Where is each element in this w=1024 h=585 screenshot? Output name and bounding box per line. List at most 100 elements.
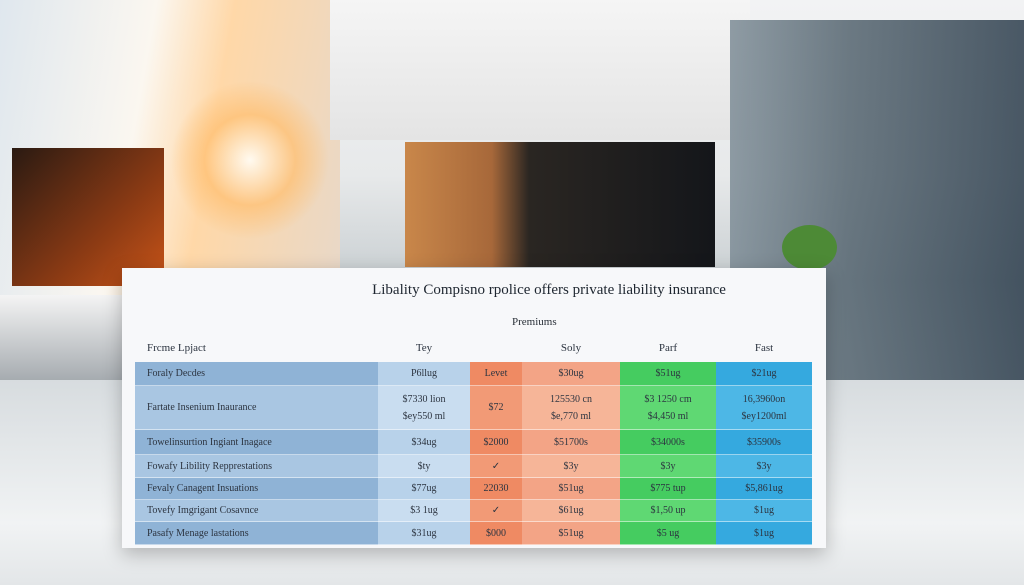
subheader: Premiums [512,316,557,328]
table-cell: $51ug [522,522,620,545]
cell-text: $34000s [651,436,685,448]
table-cell: $7330 lion $ey550 ml [378,386,470,430]
cell-text: 125530 cn [550,393,592,405]
table-cell: $34000s [620,430,716,455]
cell-text: $51ug [558,483,584,494]
cell-text: $1ug [754,505,774,516]
table-cell: $000 [470,522,522,545]
cell-text: $e,770 ml [551,410,591,422]
cell-text: Foraly Decdes [147,368,206,379]
cell-text: $51700s [554,436,588,448]
row-label: Fowafy Libility Repprestations [135,455,378,478]
cell-text: 16,3960on [742,393,786,405]
cell-text: $30ug [558,368,584,379]
cell-text: $5,861ug [745,483,783,494]
cell-text: $34ug [411,436,437,448]
cell-text: $3 1250 cm [644,393,692,405]
doorway [405,142,715,267]
cell-text: $ey1200ml [741,410,787,422]
table-cell: $3 1ug [378,500,470,522]
table-cell: $1ug [716,500,812,522]
table-cell: $51ug [522,478,620,500]
cell-text: $72 [488,402,504,413]
row-label: Tovefy Imgrigant Cosavnce [135,500,378,522]
cell-text: ✓ [491,505,501,516]
tv-screen [12,148,164,286]
table-cell: $34ug [378,430,470,455]
cell-text: Levet [484,368,508,379]
row-label: Foraly Decdes [135,362,378,386]
table-cell: $3y [716,455,812,478]
plant [782,225,837,270]
cell-text: $2000 [483,436,509,448]
table-cell: $ty [378,455,470,478]
table-cell: 22030 [470,478,522,500]
comparison-card: Libality Compisno rpolice offers private… [122,268,826,548]
table-cell: $1,50 up [620,500,716,522]
cell-text: Fowafy Libility Repprestations [147,460,272,472]
table-cell: 16,3960on $ey1200ml [716,386,812,430]
table-cell: ✓ [470,500,522,522]
cell-text: $51ug [655,368,681,379]
table-cell: $72 [470,386,522,430]
column-header: Fast [754,342,774,354]
cell-text: $1ug [754,527,774,539]
row-label: Fartate Insenium Inaurance [135,386,378,430]
table-cell: Levet [470,362,522,386]
table-cell: $2000 [470,430,522,455]
card-title: Libality Compisno rpolice offers private… [372,282,726,298]
column-header: Frcme Lpjact [147,342,206,354]
cell-text: $775 tup [650,483,686,494]
cell-text: $000 [486,527,506,539]
table-cell: $61ug [522,500,620,522]
cell-text: ✓ [491,460,501,472]
table-cell: $31ug [378,522,470,545]
cell-text: $ey550 ml [402,410,446,422]
cell-text: $7330 lion [402,393,446,405]
cell-text: Fevaly Canagent Insuations [147,483,259,494]
sun-flare [170,80,330,240]
table-cell: $51700s [522,430,620,455]
table-cell: ✓ [470,455,522,478]
table-cell: $77ug [378,478,470,500]
row-label: Pasafy Menage lastations [135,522,378,545]
row-label: Fevaly Canagent Insuations [135,478,378,500]
cell-text: $3y [756,460,772,472]
cell-text: $61ug [558,505,584,516]
table-cell: $5,861ug [716,478,812,500]
cell-text: $21ug [751,368,777,379]
table-cell: P6llug [378,362,470,386]
cell-text: $3y [660,460,676,472]
cell-text: $51ug [558,527,584,539]
table-cell: $3 1250 cm $4,450 ml [620,386,716,430]
cell-text: $5 ug [656,527,680,539]
cell-text: $1,50 up [650,505,686,516]
column-header: Parf [658,342,678,354]
cell-text: $4,450 ml [647,410,689,422]
table-cell: $3y [620,455,716,478]
cell-text: $3 1ug [410,505,438,516]
cell-text: Fartate Insenium Inaurance [147,402,257,413]
cell-text: $3y [563,460,579,472]
column-header: Tey [415,342,433,354]
ceiling [330,0,750,140]
table-cell: $35900s [716,430,812,455]
table-cell: $30ug [522,362,620,386]
cell-text: $ty [417,460,431,472]
cell-text: $35900s [747,436,781,448]
table-cell: $3y [522,455,620,478]
table-cell: $51ug [620,362,716,386]
sofa [0,295,135,390]
cell-text: P6llug [410,368,438,379]
table-cell: $21ug [716,362,812,386]
table-cell: $1ug [716,522,812,545]
column-header: Soly [560,342,582,354]
table-cell: $5 ug [620,522,716,545]
table-cell: $775 tup [620,478,716,500]
cell-text: $31ug [411,527,437,539]
row-label: Towelinsurtion Ingiant Inagace [135,430,378,455]
cell-text: Towelinsurtion Ingiant Inagace [147,436,272,448]
cell-text: 22030 [483,483,509,494]
cell-text: Tovefy Imgrigant Cosavnce [147,505,259,516]
